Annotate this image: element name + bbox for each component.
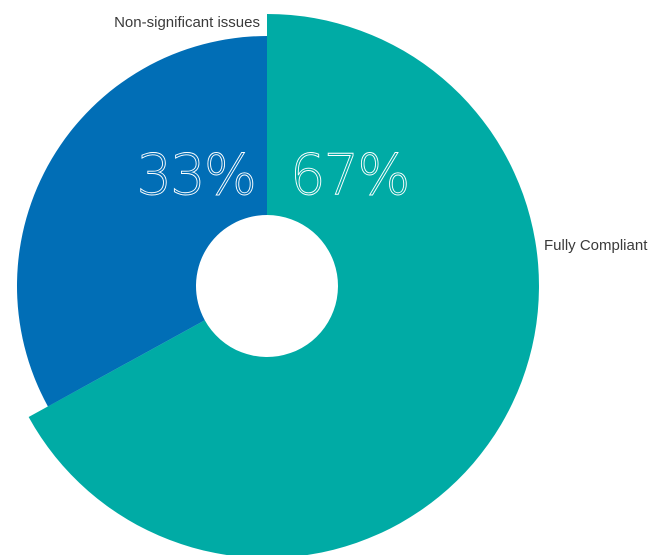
slice-fully-compliant <box>28 14 539 555</box>
slice-percent-fully-compliant: 67% <box>290 143 408 208</box>
slice-non-significant-issues <box>16 35 267 407</box>
slice-percent-non-significant-issues: 33% <box>137 143 255 208</box>
chart-slices <box>16 14 539 555</box>
slice-label-fully-compliant: Fully Compliant <box>544 237 648 254</box>
slice-label-non-significant-issues: Non-significant issues <box>114 14 260 31</box>
